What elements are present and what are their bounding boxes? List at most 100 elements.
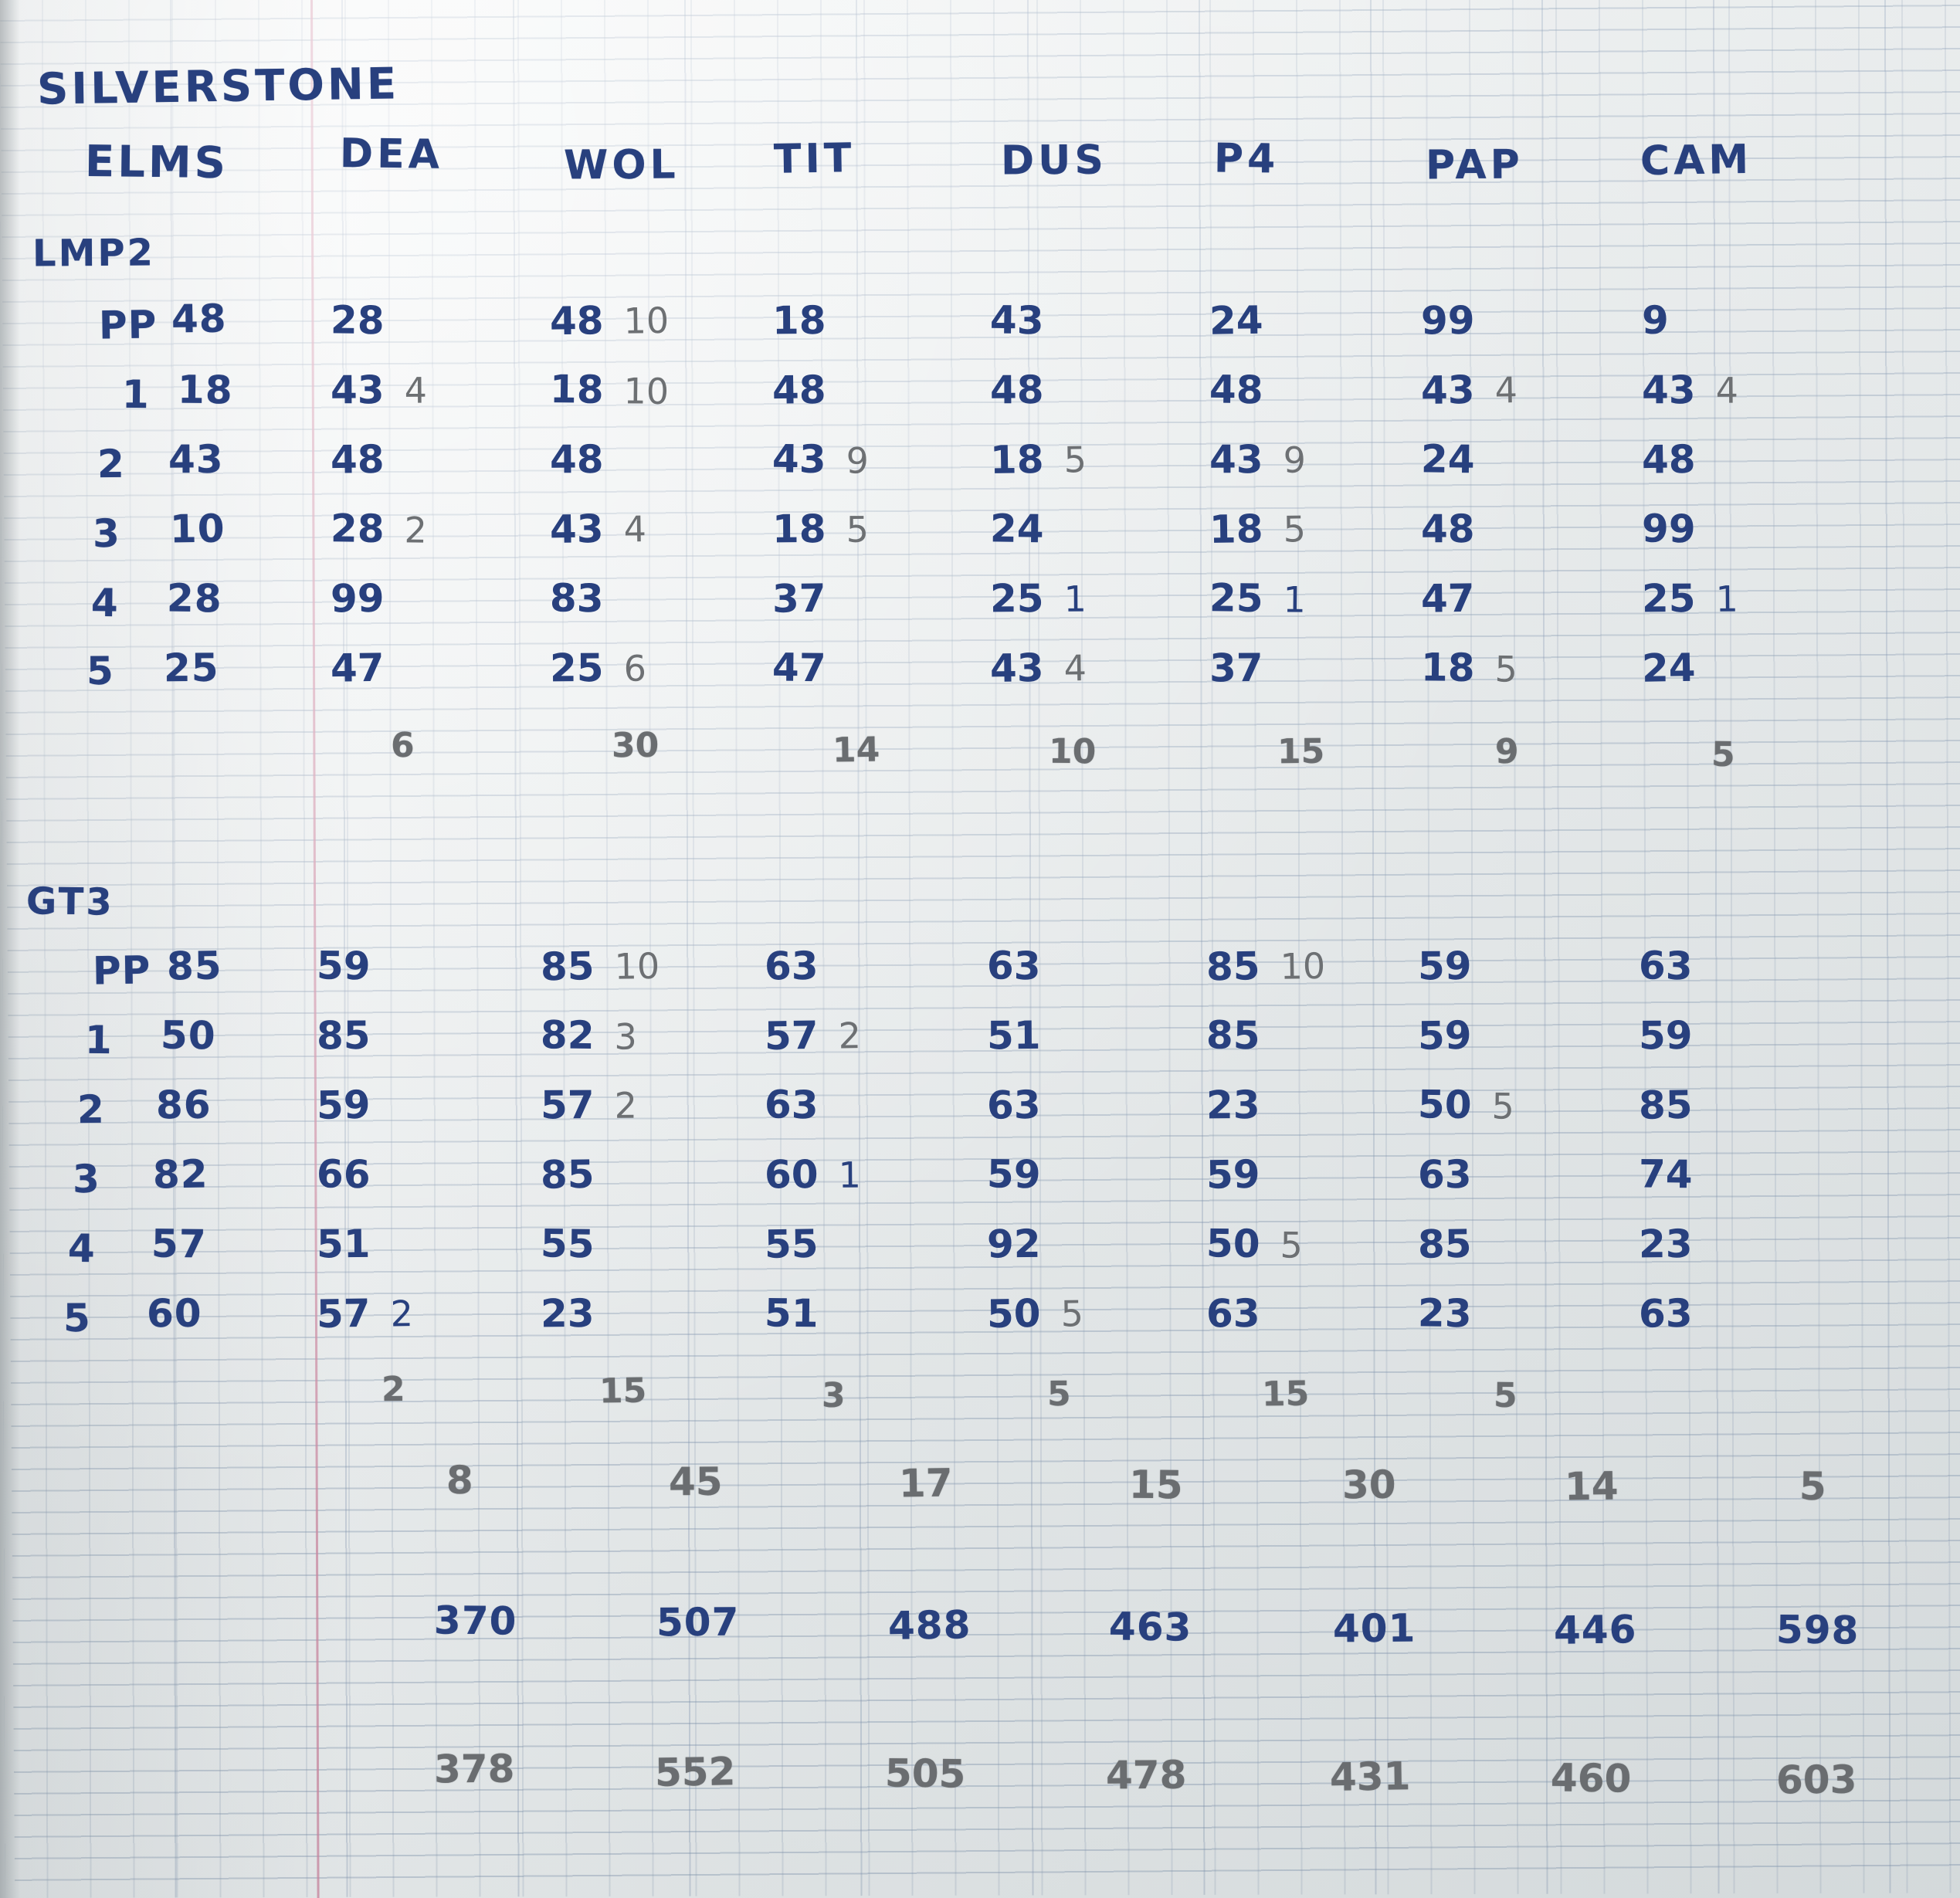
subtotal-gt3-dus: 5 [1046,1374,1071,1415]
column-header-dea: DEA [339,130,444,178]
cell-gt3-dus-3: 59 [986,1151,1041,1198]
cell-lmp2-tit-0: 18 [771,297,826,344]
subtotal-row-dus: 463 [1108,1604,1192,1650]
row-value-gt3-0: 85 [166,943,223,989]
cell-gt3-wol-1: 82 3 [540,1012,638,1059]
bonus-row-pap: 14 [1564,1463,1619,1510]
cell-lmp2-wol-0: 48 10 [549,298,670,344]
cell-gt3-cam-3: 74 [1638,1151,1693,1198]
row-label-gt3-0: PP [92,947,151,994]
column-header-dus: DUS [1000,137,1108,185]
cell-gt3-pap-1: 59 [1417,1012,1473,1059]
cell-lmp2-cam-3: 99 [1641,506,1696,552]
cell-lmp2-pap-3: 48 [1420,506,1475,552]
cell-gt3-p4-1: 85 [1206,1012,1260,1059]
cell-lmp2-dus-1: 48 [989,367,1044,413]
row-value-gt3-5: 60 [146,1290,202,1337]
section-label-lmp2: LMP2 [32,231,156,276]
cell-lmp2-p4-1: 48 [1209,367,1263,413]
cell-gt3-dea-3: 66 [316,1151,371,1198]
row-value-lmp2-4: 28 [166,575,222,622]
cell-lmp2-dea-0: 28 [330,297,385,344]
cell-lmp2-dus-5: 43 4 [989,645,1087,691]
cell-gt3-dea-4: 51 [316,1221,371,1267]
cell-gt3-tit-4: 55 [764,1221,819,1267]
cell-lmp2-pap-2: 24 [1420,436,1475,483]
cell-lmp2-wol-1: 18 10 [549,367,670,412]
bonus-row-dea: 8 [446,1457,474,1503]
subtotal-row-dea: 370 [433,1598,517,1644]
cell-gt3-dea-1: 85 [316,1012,371,1059]
cell-gt3-wol-3: 85 [540,1151,595,1198]
cell-lmp2-dus-4: 25 1 [989,575,1087,622]
cell-lmp2-tit-5: 47 [771,645,826,691]
cell-gt3-wol-0: 85 10 [540,944,660,990]
subtotal-lmp2-dus: 10 [1048,731,1097,772]
cell-lmp2-dus-2: 18 5 [989,436,1087,483]
cell-gt3-pap-5: 23 [1417,1290,1472,1337]
column-header-pap: PAP [1425,141,1524,189]
cell-gt3-dea-0: 59 [316,943,371,989]
total-row-pap: 460 [1550,1755,1632,1801]
cell-lmp2-wol-2: 48 [549,436,604,483]
cell-gt3-cam-4: 23 [1638,1221,1693,1267]
cell-lmp2-cam-0: 9 [1641,297,1670,344]
total-row-dus: 478 [1105,1752,1187,1798]
subtotal-lmp2-pap: 9 [1494,731,1520,772]
row-label-gt3-2: 2 [76,1086,105,1133]
cell-gt3-tit-1: 57 2 [764,1012,862,1059]
column-header-tit: TIT [773,135,856,183]
subtotal-gt3-wol: 15 [599,1371,647,1412]
cell-gt3-pap-3: 63 [1417,1151,1472,1198]
cell-gt3-wol-4: 55 [540,1221,595,1267]
subtotal-row-wol: 507 [656,1599,740,1645]
cell-gt3-dus-1: 51 [986,1012,1041,1059]
cell-gt3-cam-5: 63 [1638,1290,1694,1337]
cell-gt3-dea-2: 59 [316,1082,371,1128]
cell-lmp2-tit-3: 18 5 [771,506,870,552]
cell-gt3-p4-0: 85 10 [1206,944,1326,990]
subtotal-row-pap: 446 [1553,1607,1637,1653]
cell-gt3-pap-0: 59 [1417,943,1472,989]
subtotal-lmp2-dea: 6 [390,725,415,766]
row-label-gt3-3: 3 [72,1156,101,1202]
cell-lmp2-cam-1: 43 4 [1641,367,1739,413]
total-row-cam: 603 [1775,1757,1857,1803]
subtotal-row-cam: 598 [1775,1607,1860,1653]
cell-lmp2-cam-5: 24 [1641,645,1697,691]
bonus-row-tit: 17 [898,1460,954,1507]
row-value-gt3-1: 50 [160,1012,216,1059]
bonus-row-cam: 5 [1799,1463,1827,1510]
cell-gt3-p4-4: 50 5 [1206,1221,1304,1267]
cell-lmp2-p4-0: 24 [1209,297,1264,344]
cell-gt3-dus-5: 50 5 [986,1290,1084,1337]
cell-lmp2-tit-1: 48 [771,367,827,413]
row-label-lmp2-5: 5 [86,648,114,694]
row-value-lmp2-3: 10 [169,506,226,552]
subtotal-row-p4: 401 [1332,1605,1416,1652]
cell-lmp2-dea-1: 43 4 [330,367,428,413]
cell-lmp2-pap-4: 47 [1420,575,1476,622]
cell-lmp2-dus-3: 24 [989,506,1044,552]
cell-lmp2-p4-2: 43 9 [1209,436,1307,483]
cell-lmp2-dea-3: 28 2 [330,506,428,552]
cell-lmp2-p4-4: 25 1 [1209,575,1307,622]
row-label-lmp2-1: 1 [121,371,151,418]
cell-gt3-p4-2: 23 [1206,1082,1260,1128]
cell-lmp2-wol-5: 25 6 [549,645,647,691]
row-label-lmp2-3: 3 [92,510,121,557]
subtotal-lmp2-p4: 15 [1277,731,1325,772]
cell-gt3-cam-2: 85 [1638,1082,1694,1128]
cell-lmp2-wol-4: 83 [549,575,604,622]
cell-lmp2-tit-4: 37 [771,575,827,622]
subtotal-gt3-pap: 5 [1493,1375,1517,1416]
cell-lmp2-pap-0: 99 [1420,297,1475,344]
total-row-dea: 378 [433,1746,515,1792]
cell-lmp2-pap-1: 43 4 [1420,367,1518,413]
cell-gt3-wol-2: 57 2 [540,1082,638,1128]
cell-gt3-tit-3: 60 1 [764,1151,862,1198]
bonus-row-wol: 45 [668,1459,723,1505]
total-row-p4: 431 [1329,1754,1411,1800]
row-value-lmp2-2: 43 [168,436,224,483]
total-row-tit: 505 [884,1751,966,1797]
